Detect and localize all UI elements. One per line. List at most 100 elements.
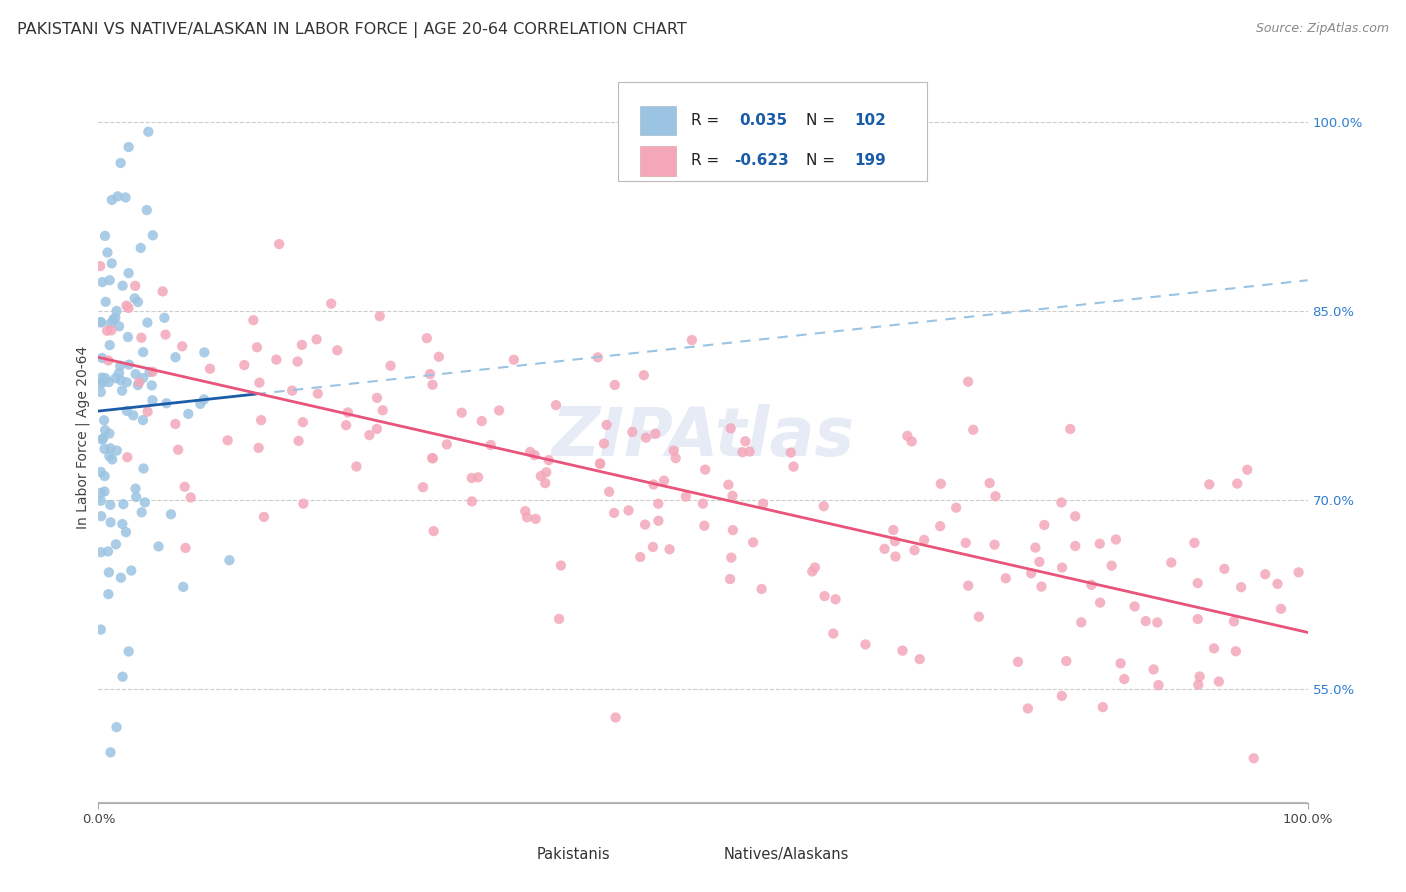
Point	[111, 278, 134, 293]
Text: 0.035: 0.035	[740, 113, 787, 128]
Point	[132, 413, 155, 427]
Point	[100, 256, 122, 270]
Point	[91, 351, 114, 365]
Point	[291, 338, 314, 352]
Point	[1146, 615, 1168, 630]
Point	[593, 436, 616, 450]
Point	[595, 417, 617, 432]
Point	[1187, 576, 1209, 591]
Point	[98, 449, 121, 463]
FancyBboxPatch shape	[640, 106, 676, 136]
Point	[93, 442, 115, 456]
Point	[100, 516, 122, 530]
Point	[912, 533, 935, 547]
Point	[193, 345, 215, 359]
Point	[721, 489, 744, 503]
Point	[101, 193, 124, 207]
Point	[1109, 657, 1132, 671]
Point	[380, 359, 402, 373]
Point	[91, 433, 114, 447]
Point	[603, 378, 626, 392]
Point	[110, 571, 132, 585]
Point	[141, 393, 163, 408]
Point	[603, 506, 626, 520]
Point	[233, 358, 256, 372]
Point	[644, 426, 666, 441]
Point	[855, 638, 877, 652]
Point	[138, 125, 160, 139]
Point	[104, 371, 127, 385]
Point	[90, 316, 112, 330]
Point	[127, 295, 149, 310]
Point	[98, 338, 121, 352]
Point	[1101, 558, 1123, 573]
Point	[90, 545, 112, 559]
Point	[515, 504, 537, 518]
Text: -0.623: -0.623	[734, 153, 789, 169]
Point	[114, 190, 136, 204]
Point	[97, 375, 120, 389]
Point	[136, 404, 159, 418]
Point	[266, 352, 288, 367]
Point	[693, 518, 716, 533]
Point	[174, 541, 197, 555]
Text: 199: 199	[855, 153, 886, 169]
Point	[307, 386, 329, 401]
Point	[479, 438, 502, 452]
Point	[242, 313, 264, 327]
Point	[1091, 700, 1114, 714]
Point	[108, 366, 131, 380]
Point	[900, 434, 922, 449]
Point	[132, 345, 155, 359]
FancyBboxPatch shape	[685, 847, 714, 863]
Point	[366, 391, 388, 405]
Point	[695, 463, 717, 477]
Point	[1105, 533, 1128, 547]
Point	[93, 469, 115, 483]
Point	[90, 384, 112, 399]
Point	[530, 469, 553, 483]
Point	[1288, 566, 1310, 580]
Point	[450, 406, 472, 420]
Point	[173, 480, 195, 494]
Point	[94, 294, 117, 309]
Point	[247, 441, 270, 455]
Point	[124, 367, 146, 381]
Point	[422, 524, 444, 538]
Point	[292, 497, 315, 511]
Point	[1142, 663, 1164, 677]
Point	[100, 317, 122, 331]
Point	[193, 392, 215, 407]
Point	[180, 491, 202, 505]
Point	[537, 453, 560, 467]
Point	[1230, 580, 1253, 594]
Point	[804, 560, 827, 574]
Point	[1208, 674, 1230, 689]
Point	[1028, 555, 1050, 569]
Point	[371, 403, 394, 417]
Point	[675, 490, 697, 504]
Point	[1123, 599, 1146, 614]
Point	[884, 534, 907, 549]
Point	[1114, 672, 1136, 686]
Point	[132, 371, 155, 385]
Point	[544, 398, 567, 412]
Point	[125, 490, 148, 504]
Point	[97, 566, 120, 580]
Point	[291, 415, 314, 429]
Point	[129, 241, 152, 255]
Point	[420, 451, 443, 466]
Point	[1270, 602, 1292, 616]
Point	[412, 480, 434, 494]
Point	[782, 459, 804, 474]
Point	[488, 403, 510, 417]
Point	[111, 670, 134, 684]
Point	[269, 237, 291, 252]
Point	[305, 332, 328, 346]
Point	[111, 516, 134, 531]
FancyBboxPatch shape	[640, 146, 676, 176]
Text: R =: R =	[690, 153, 718, 169]
Point	[188, 397, 211, 411]
Point	[105, 720, 128, 734]
Point	[93, 484, 115, 499]
